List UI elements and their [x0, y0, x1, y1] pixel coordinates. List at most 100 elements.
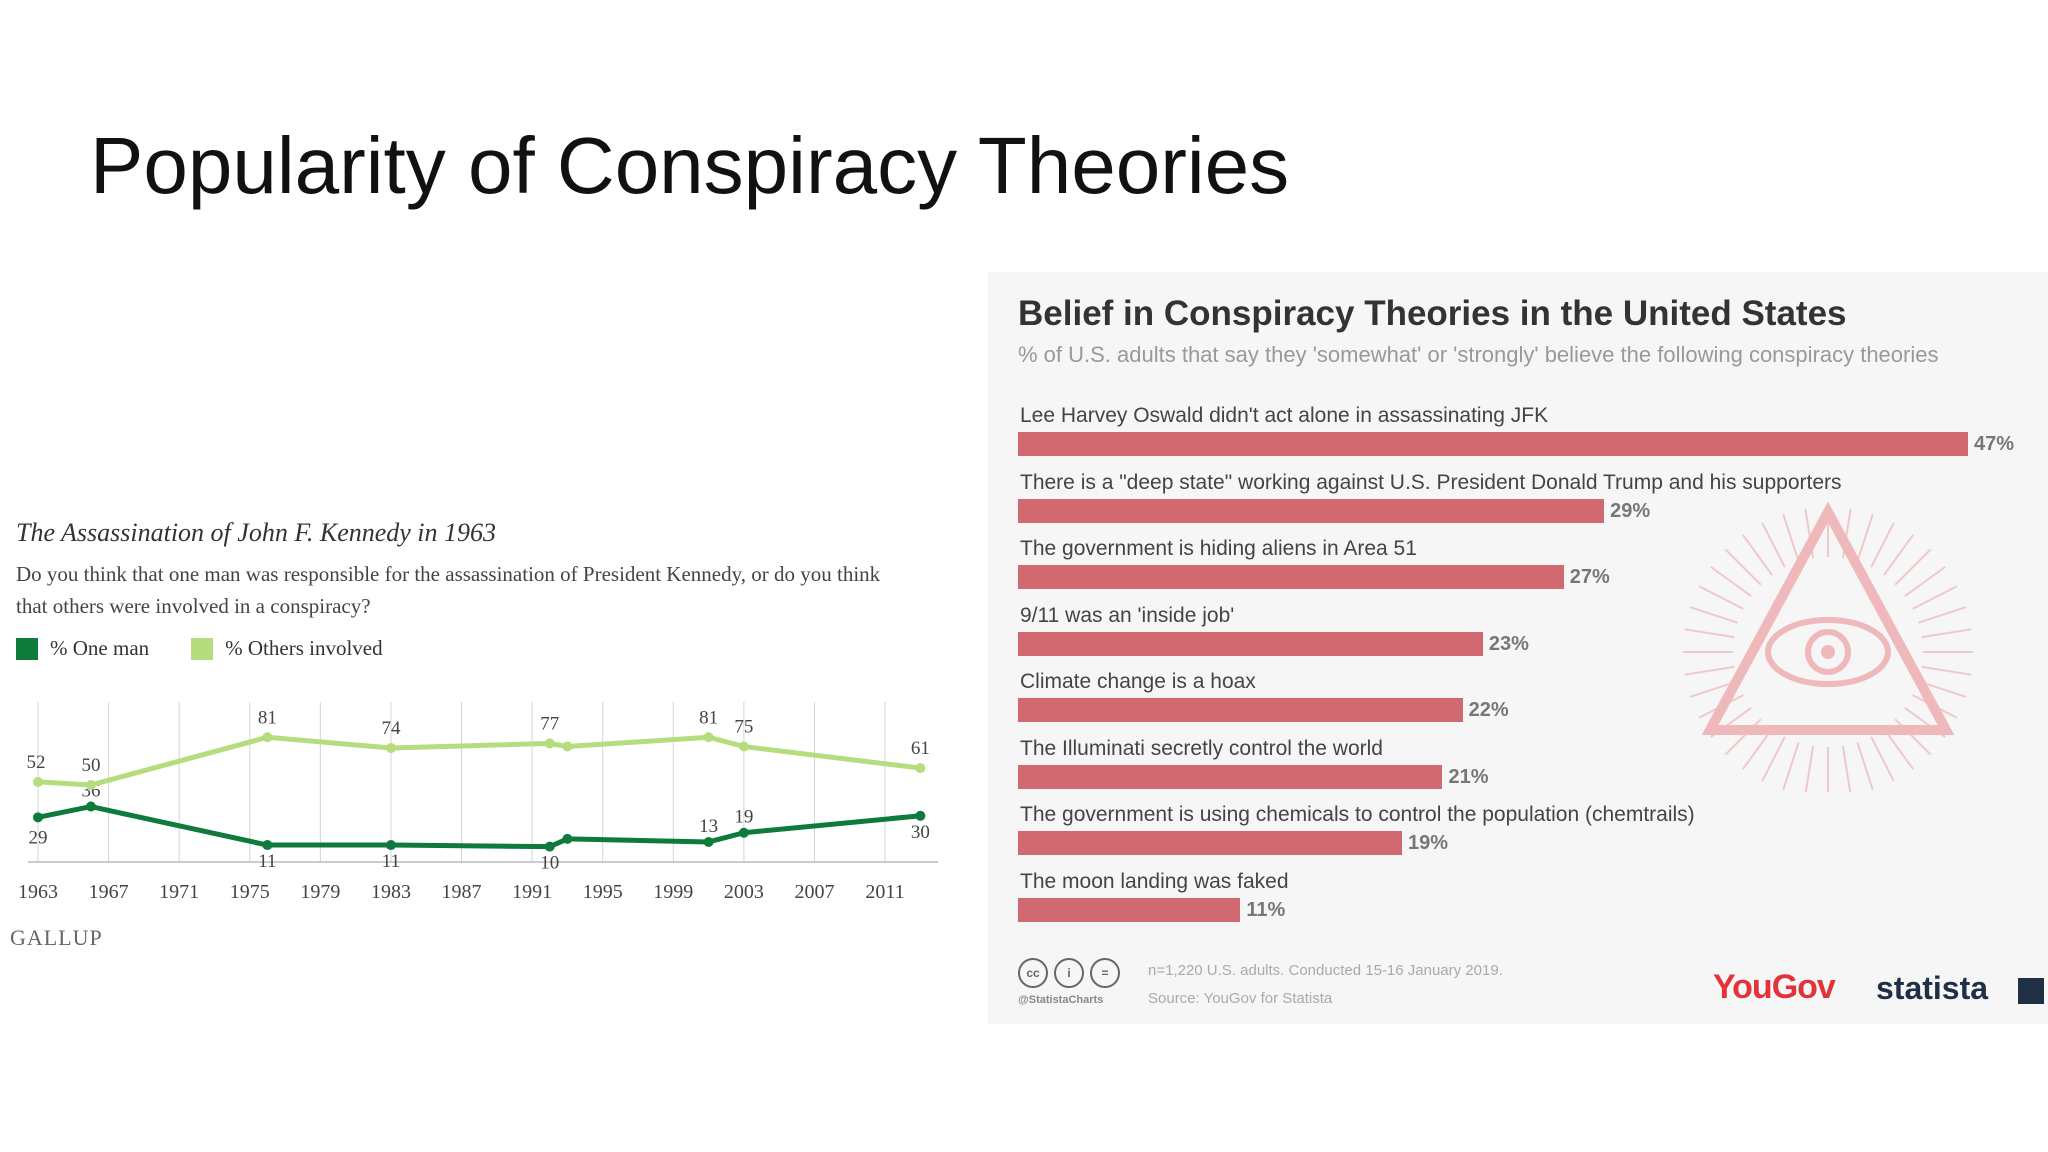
cc-icon: cc: [1018, 958, 1048, 988]
series-point-1-0: [33, 776, 43, 787]
data-label-1-0: 52: [27, 752, 46, 773]
bar: [1018, 631, 1483, 656]
eye-ray: [1856, 742, 1874, 791]
x-tick-label-1971: 1971: [159, 881, 199, 903]
bar-value-label: 23%: [1488, 632, 1529, 655]
bar-value-label: 21%: [1448, 765, 1489, 788]
bar-category-label: The Illuminati secretly control the worl…: [1020, 736, 1383, 760]
gallup-chart-question: Do you think that one man was responsibl…: [16, 562, 881, 618]
series-point-1-8: [915, 763, 926, 774]
eye-ray: [1684, 665, 1735, 676]
x-tick-label-2011: 2011: [865, 881, 904, 903]
gallup-chart-panel: The Assassination of John F. Kennedy in …: [0, 510, 960, 960]
series-point-0-0: [33, 812, 43, 823]
bar: [1018, 831, 1403, 855]
source-note: Source: YouGov for Statista: [1148, 990, 1333, 1007]
x-tick-label-2003: 2003: [724, 881, 764, 903]
bar-row: The government is hiding aliens in Area …: [1018, 537, 2038, 603]
eye-ray: [1870, 736, 1895, 782]
series-point-1-7: [738, 741, 749, 752]
series-point-0-5: [562, 833, 573, 844]
data-label-0-8: 30: [911, 822, 930, 843]
x-tick-label-1987: 1987: [442, 881, 482, 903]
bar-category-label: The government is using chemicals to con…: [1020, 803, 1695, 826]
legend-item-one-man: % One man: [16, 636, 149, 661]
gallup-legend: % One man % Others involved: [16, 636, 383, 661]
eye-ray: [1761, 736, 1786, 782]
eye-ray: [1804, 745, 1815, 792]
eye-ray: [1912, 585, 1958, 610]
series-line-0: [37, 804, 921, 850]
eye-ray: [1894, 548, 1932, 586]
eye-ray: [1684, 628, 1735, 639]
eye-ray: [1883, 728, 1915, 770]
bar-row: Lee Harvey Oswald didn't act alone in as…: [1018, 404, 2038, 470]
series-point-0-7: [738, 827, 749, 838]
bar: [1018, 764, 1443, 789]
x-tick-label-1963: 1963: [18, 881, 58, 903]
series-point-1-5: [562, 741, 573, 752]
series-point-1-2: [262, 732, 273, 743]
eye-ray: [1698, 585, 1744, 610]
eye-ray: [1841, 745, 1852, 792]
x-tick-label-1975: 1975: [230, 881, 270, 903]
eye-ray: [1856, 513, 1874, 562]
legend-swatch-others: [191, 637, 214, 660]
series-point-1-6: [703, 732, 714, 743]
eye-ray: [1918, 606, 1967, 624]
series-point-1-3: [385, 743, 396, 754]
bar-value-label: 27%: [1569, 566, 1610, 588]
eye-ray: [1904, 565, 1946, 597]
data-label-0-0: 29: [29, 827, 48, 848]
eye-ray: [1870, 522, 1895, 568]
data-label-1-3: 74: [381, 718, 401, 739]
eye-ray: [1724, 548, 1762, 586]
bar-row: 9/11 was an 'inside job' 23%: [1018, 604, 2038, 670]
legend-label-one-man: % One man: [50, 636, 150, 660]
data-label-0-7: 19: [734, 807, 753, 828]
statista-handle: @StatistaCharts: [1018, 994, 1104, 1006]
data-label-0-6: 13: [699, 816, 718, 837]
survey-note: n=1,220 U.S. adults. Conducted 15-16 Jan…: [1148, 962, 1503, 979]
bar-row: Climate change is a hoax 22%: [1018, 670, 2038, 736]
series-point-0-6: [703, 836, 714, 847]
eye-ray: [1782, 742, 1800, 791]
illuminati-eye-icon: [1683, 501, 1973, 792]
attribution-icon: i: [1054, 958, 1084, 988]
slide-title: Popularity of Conspiracy Theories: [90, 121, 1290, 210]
series-line-1: [37, 734, 921, 788]
data-label-1-6: 81: [699, 707, 718, 728]
data-label-0-3: 11: [382, 851, 400, 872]
yougov-logo: YouGov: [1713, 968, 1836, 1006]
legend-label-others: % Others involved: [225, 636, 383, 660]
bar-row: The moon landing was faked 11%: [1018, 870, 2038, 936]
data-label-0-2: 11: [258, 851, 276, 872]
x-tick-label-1983: 1983: [371, 881, 411, 903]
x-tick-label-1979: 1979: [300, 881, 340, 903]
bar-value-label: 22%: [1468, 699, 1509, 721]
eye-ray: [1761, 522, 1786, 568]
statista-chart-subtitle: % of U.S. adults that say they 'somewhat…: [1018, 342, 1939, 367]
gallup-line-chart: 1963 1967 1971 1975 1979 1983 1987 1991 1995 1999…: [18, 702, 938, 903]
legend-swatch-one-man: [16, 637, 38, 660]
legend-item-others: % Others involved: [191, 636, 383, 661]
bar-row: There is a "deep state" working against …: [1018, 471, 2038, 537]
gallup-chart-title: The Assassination of John F. Kennedy in …: [16, 518, 497, 547]
bar-value-label: 29%: [1610, 499, 1651, 522]
series-point-1-4: [544, 738, 555, 749]
series-point-0-8: [915, 810, 926, 821]
bar-category-label: Climate change is a hoax: [1020, 670, 1256, 693]
series-point-1-1: [85, 780, 96, 790]
eye-ray: [1741, 534, 1773, 576]
eye-ray: [1921, 665, 1972, 676]
statista-logo: statista: [1876, 970, 1989, 1006]
series-point-0-2: [262, 840, 273, 851]
bar-category-label: 9/11 was an 'inside job': [1020, 603, 1235, 627]
bar-value-label: 47%: [1974, 433, 2015, 455]
license-icons: cc i =: [1018, 958, 1120, 988]
eye-ray: [1782, 513, 1800, 562]
data-label-1-4: 77: [540, 713, 559, 734]
data-label-0-4: 10: [540, 853, 559, 874]
data-label-1-1: 50: [81, 755, 100, 776]
x-tick-label-1995: 1995: [583, 881, 623, 903]
